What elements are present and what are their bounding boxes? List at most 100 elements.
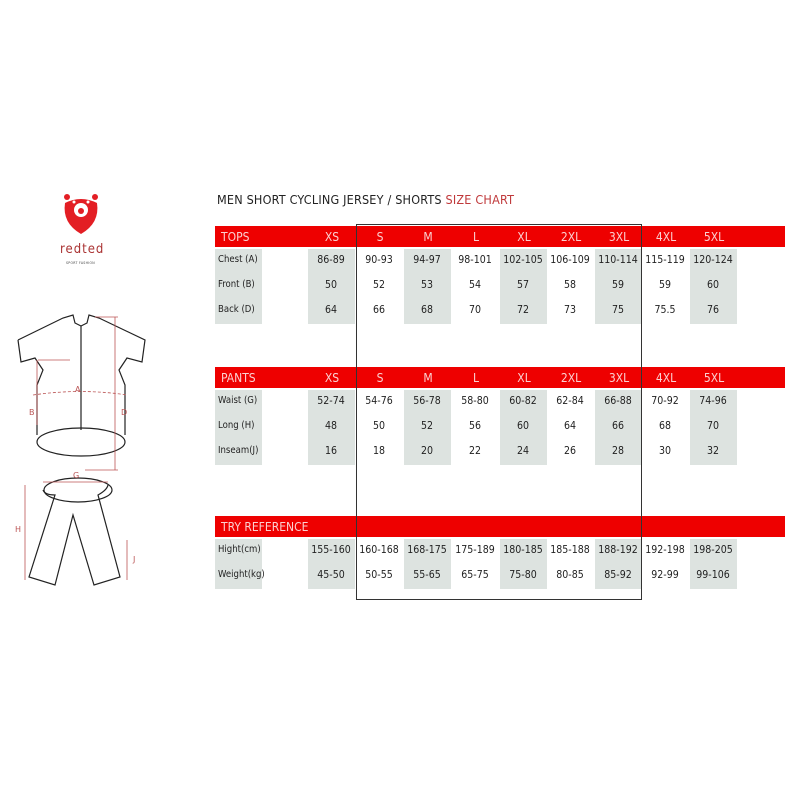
table-cell: 56-78 bbox=[413, 395, 441, 407]
size-header: L bbox=[472, 230, 479, 244]
table-cell: 86-89 bbox=[317, 254, 345, 266]
column-shade bbox=[404, 249, 451, 324]
table-cell: 64 bbox=[563, 420, 577, 432]
column-shade bbox=[308, 249, 355, 324]
column-shade bbox=[595, 390, 642, 465]
table-cell: 53 bbox=[420, 279, 434, 291]
table-cell: 28 bbox=[611, 445, 625, 457]
column-shade bbox=[690, 539, 737, 589]
table-cell: 30 bbox=[658, 445, 672, 457]
table-cell: 50-55 bbox=[365, 569, 393, 581]
table-cell: 74-96 bbox=[699, 395, 727, 407]
table-cell: 70 bbox=[468, 304, 482, 316]
brand-logo bbox=[62, 193, 100, 239]
table-cell: 50 bbox=[324, 279, 338, 291]
section-header-try-reference: TRY REFERENCE bbox=[215, 516, 785, 537]
row-label: Inseam(J) bbox=[218, 445, 259, 456]
row-label: Hight(cm) bbox=[218, 544, 261, 555]
table-cell: 92-99 bbox=[651, 569, 679, 581]
table-cell: 155-160 bbox=[311, 544, 351, 556]
size-header: 3XL bbox=[608, 371, 630, 385]
table-cell: 52 bbox=[372, 279, 386, 291]
column-shade bbox=[690, 390, 737, 465]
label-h: H bbox=[15, 525, 21, 534]
brand-tagline: SPORT FASHION bbox=[66, 261, 95, 265]
table-cell: 98-101 bbox=[458, 254, 492, 266]
table-cell: 102-105 bbox=[503, 254, 543, 266]
table-cell: 110-114 bbox=[598, 254, 638, 266]
table-cell: 26 bbox=[563, 445, 577, 457]
size-header: M bbox=[423, 371, 433, 385]
table-cell: 62-84 bbox=[556, 395, 584, 407]
table-cell: 50 bbox=[372, 420, 386, 432]
column-shade bbox=[404, 390, 451, 465]
label-d: D bbox=[121, 408, 127, 417]
table-cell: 22 bbox=[468, 445, 482, 457]
column-shade bbox=[595, 539, 642, 589]
section-title: PANTS bbox=[221, 371, 256, 385]
table-cell: 68 bbox=[658, 420, 672, 432]
row-label: Front (B) bbox=[218, 279, 255, 290]
table-cell: 185-188 bbox=[550, 544, 590, 556]
table-cell: 54 bbox=[468, 279, 482, 291]
title-main: MEN SHORT CYCLING JERSEY / SHORTS bbox=[217, 192, 442, 207]
row-label: Long (H) bbox=[218, 420, 255, 431]
table-cell: 160-168 bbox=[359, 544, 399, 556]
brand-name: redted bbox=[60, 242, 105, 257]
label-b: B bbox=[29, 408, 35, 417]
table-cell: 66 bbox=[372, 304, 386, 316]
size-header: 3XL bbox=[608, 230, 630, 244]
table-cell: 55-65 bbox=[413, 569, 441, 581]
table-cell: 54-76 bbox=[365, 395, 393, 407]
table-cell: 56 bbox=[468, 420, 482, 432]
table-cell: 32 bbox=[706, 445, 720, 457]
table-cell: 180-185 bbox=[503, 544, 543, 556]
table-cell: 52-74 bbox=[317, 395, 345, 407]
section-title: TRY REFERENCE bbox=[221, 520, 309, 534]
table-cell: 70-92 bbox=[651, 395, 679, 407]
table-cell: 70 bbox=[706, 420, 720, 432]
table-cell: 76 bbox=[706, 304, 720, 316]
table-cell: 75 bbox=[611, 304, 625, 316]
size-header: 2XL bbox=[560, 230, 582, 244]
garment-diagram: A B D G H J bbox=[15, 314, 146, 586]
section-header-tops: TOPS XS S M L XL 2XL 3XL 4XL 5XL bbox=[215, 226, 785, 247]
size-header: S bbox=[376, 371, 384, 385]
column-shade bbox=[404, 539, 451, 589]
section-title: TOPS bbox=[221, 230, 250, 244]
table-cell: 168-175 bbox=[407, 544, 447, 556]
column-shade bbox=[595, 249, 642, 324]
label-a: A bbox=[75, 385, 81, 394]
table-cell: 58-80 bbox=[461, 395, 489, 407]
size-header: S bbox=[376, 230, 384, 244]
label-column-shade bbox=[215, 249, 262, 324]
table-cell: 68 bbox=[420, 304, 434, 316]
column-shade bbox=[308, 539, 355, 589]
table-cell: 90-93 bbox=[365, 254, 393, 266]
table-cell: 60 bbox=[706, 279, 720, 291]
label-column-shade bbox=[215, 390, 262, 465]
size-header: 4XL bbox=[655, 230, 677, 244]
size-header: 4XL bbox=[655, 371, 677, 385]
table-cell: 175-189 bbox=[455, 544, 495, 556]
size-header: 5XL bbox=[703, 371, 725, 385]
table-cell: 64 bbox=[324, 304, 338, 316]
table-cell: 188-192 bbox=[598, 544, 638, 556]
table-cell: 24 bbox=[516, 445, 530, 457]
size-header: XS bbox=[324, 371, 340, 385]
size-header: L bbox=[472, 371, 479, 385]
table-cell: 66-88 bbox=[604, 395, 632, 407]
table-cell: 58 bbox=[563, 279, 577, 291]
table-cell: 115-119 bbox=[645, 254, 685, 266]
table-cell: 59 bbox=[658, 279, 672, 291]
table-cell: 66 bbox=[611, 420, 625, 432]
table-cell: 45-50 bbox=[317, 569, 345, 581]
column-shade bbox=[308, 390, 355, 465]
table-cell: 52 bbox=[420, 420, 434, 432]
label-column-shade bbox=[215, 539, 262, 589]
row-label: Weight(kg) bbox=[218, 569, 265, 580]
table-cell: 72 bbox=[516, 304, 530, 316]
table-cell: 192-198 bbox=[645, 544, 685, 556]
column-shade bbox=[500, 390, 547, 465]
column-shade bbox=[690, 249, 737, 324]
